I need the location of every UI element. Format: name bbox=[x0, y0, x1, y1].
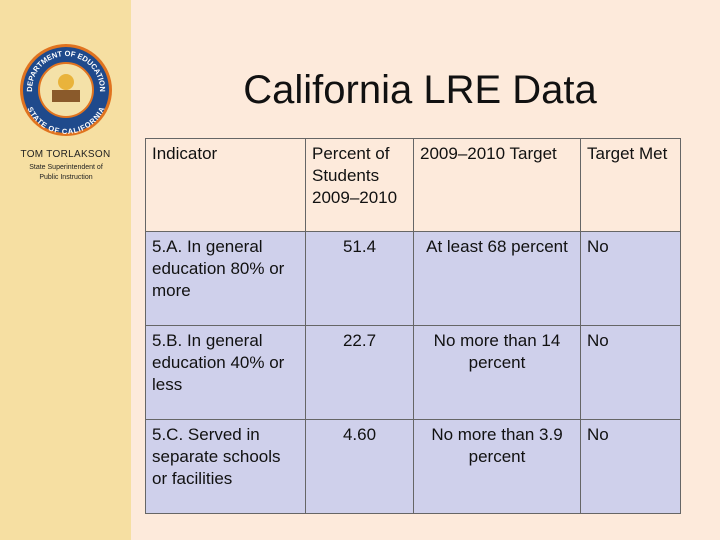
table-cell: 5.C. Served in separate schools or facil… bbox=[145, 419, 306, 514]
table-body: 5.A. In general education 80% or more 51.… bbox=[145, 231, 681, 514]
seal: DEPARTMENT OF EDUCATION STATE OF CALIFOR… bbox=[20, 44, 112, 136]
header-cell: Percent of Students 2009–2010 bbox=[305, 138, 414, 232]
table-cell: At least 68 percent bbox=[413, 231, 581, 326]
presenter-role: State Superintendent of Public Instructi… bbox=[29, 164, 103, 181]
table-cell: No more than 3.9 percent bbox=[413, 419, 581, 514]
table-cell: No bbox=[580, 325, 681, 420]
header-cell: 2009–2010 Target bbox=[413, 138, 581, 232]
table-row: 5.B. In general education 40% or less 22.… bbox=[145, 325, 681, 420]
seal-books bbox=[52, 90, 80, 102]
table-cell: No bbox=[580, 231, 681, 326]
header-row: Indicator Percent of Students 2009–2010 20… bbox=[145, 138, 681, 232]
data-table: Indicator Percent of Students 2009–2010 20… bbox=[145, 138, 681, 514]
table-cell: 22.7 bbox=[305, 325, 414, 420]
slide-title: California LRE Data bbox=[243, 68, 597, 112]
table-header: Indicator Percent of Students 2009–2010 20… bbox=[145, 138, 681, 232]
table-row: 5.C. Served in separate schools or facil… bbox=[145, 419, 681, 514]
table-cell: No bbox=[580, 419, 681, 514]
presenter-name: TOM TORLAKSON bbox=[20, 149, 111, 160]
seal-sun bbox=[58, 74, 74, 90]
table-cell: 51.4 bbox=[305, 231, 414, 326]
header-cell: Target Met bbox=[580, 138, 681, 232]
table-cell: 5.A. In general education 80% or more bbox=[145, 231, 306, 326]
table-row: 5.A. In general education 80% or more 51.… bbox=[145, 231, 681, 326]
header-cell: Indicator bbox=[145, 138, 306, 232]
table-cell: No more than 14 percent bbox=[413, 325, 581, 420]
table-cell: 4.60 bbox=[305, 419, 414, 514]
table-cell: 5.B. In general education 40% or less bbox=[145, 325, 306, 420]
